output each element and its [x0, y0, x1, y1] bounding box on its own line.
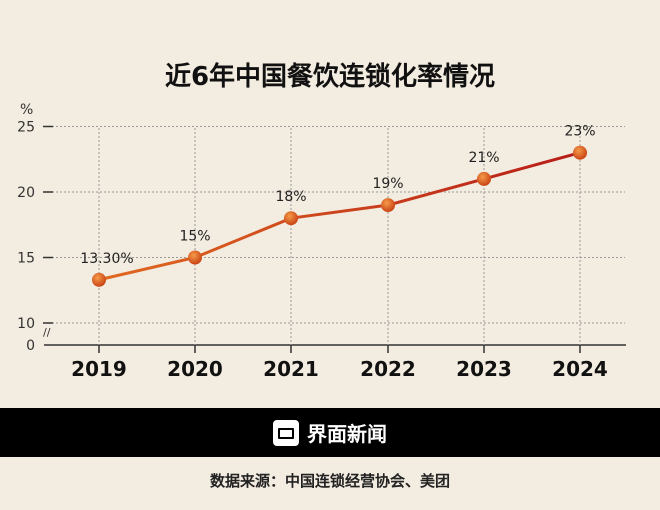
data-point: [477, 171, 491, 186]
x-tick-label: 2022: [360, 357, 416, 381]
data-point: [284, 211, 298, 226]
data-point: [381, 198, 395, 213]
data-point: [188, 250, 202, 265]
data-label: 21%: [468, 150, 499, 166]
data-label: 23%: [564, 124, 595, 140]
chart-title: 近6年中国餐饮连锁化率情况: [164, 62, 496, 92]
axis-break-mark: //: [43, 326, 51, 339]
brand-name: 界面新闻: [307, 422, 387, 446]
x-tick-label: 2020: [167, 357, 223, 381]
data-label: 15%: [179, 229, 210, 245]
data-point: [573, 145, 587, 160]
series-line: [98, 151, 581, 282]
brand-band: 界面新闻: [0, 408, 660, 457]
logo-icon: [273, 419, 299, 446]
y-tick-label: 15: [17, 251, 35, 267]
data-label: 13.30%: [80, 251, 133, 267]
y-tick-label: 0: [26, 338, 35, 354]
x-tick-label: 2021: [263, 357, 319, 381]
data-source: 数据来源：中国连锁经营协会、美团: [209, 472, 450, 490]
y-tick-label: 10: [17, 316, 35, 332]
y-tick-label: 25: [17, 120, 35, 136]
data-label: 18%: [275, 189, 306, 205]
line-chart: % 0 10 15 20 25 // 2019 2020 2021 2022 2023 2024 13.…: [17, 102, 626, 381]
y-axis-label: %: [20, 102, 33, 118]
x-tick-label: 2023: [456, 357, 512, 381]
x-tick-label: 2019: [71, 357, 127, 381]
data-label: 19%: [372, 176, 403, 192]
data-point: [92, 272, 106, 287]
y-tick-label: 20: [17, 185, 35, 201]
x-tick-label: 2024: [552, 357, 608, 381]
